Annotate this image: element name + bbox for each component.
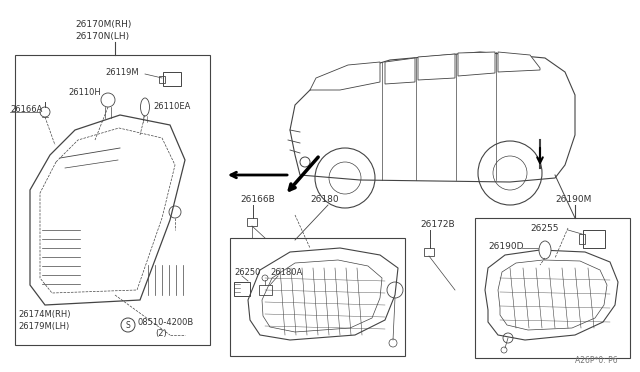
Text: (2): (2) — [155, 329, 167, 338]
Text: S: S — [125, 321, 131, 330]
Bar — [475, 218, 630, 358]
Text: 26179M(LH): 26179M(LH) — [18, 322, 69, 331]
Polygon shape — [418, 54, 455, 80]
Polygon shape — [485, 250, 618, 340]
Polygon shape — [290, 52, 575, 182]
Polygon shape — [498, 260, 607, 330]
Text: 26119M: 26119M — [105, 68, 139, 77]
Text: 26170N(LH): 26170N(LH) — [75, 32, 129, 41]
Bar — [159, 76, 165, 83]
Text: 26190D: 26190D — [488, 242, 524, 251]
Text: A26P*0: P6: A26P*0: P6 — [575, 356, 618, 365]
Bar — [579, 234, 585, 244]
Text: 26180: 26180 — [310, 195, 339, 204]
Text: 26172B: 26172B — [420, 220, 454, 229]
Bar — [424, 248, 434, 256]
Bar — [247, 218, 257, 226]
Text: 26180A: 26180A — [270, 268, 302, 277]
Bar — [583, 230, 605, 248]
Bar — [259, 285, 272, 295]
Text: 26250: 26250 — [234, 268, 260, 277]
Polygon shape — [310, 62, 380, 90]
Text: 08510-4200B: 08510-4200B — [137, 318, 193, 327]
Text: 26166A: 26166A — [10, 105, 42, 114]
Polygon shape — [385, 58, 415, 84]
Text: 26255: 26255 — [530, 224, 559, 233]
Bar — [163, 72, 181, 86]
Text: 26174M(RH): 26174M(RH) — [18, 310, 70, 319]
Text: 26190M: 26190M — [555, 195, 591, 204]
Bar — [234, 282, 250, 296]
Text: 26170M(RH): 26170M(RH) — [75, 20, 131, 29]
Text: 26166B: 26166B — [240, 195, 275, 204]
Bar — [15, 55, 210, 345]
Polygon shape — [498, 52, 540, 72]
Ellipse shape — [539, 241, 551, 259]
Text: 26110H: 26110H — [68, 88, 100, 97]
Text: 26110EA: 26110EA — [153, 102, 190, 111]
Polygon shape — [248, 248, 398, 340]
Polygon shape — [458, 52, 495, 76]
Polygon shape — [262, 260, 382, 332]
Bar — [230, 238, 405, 356]
